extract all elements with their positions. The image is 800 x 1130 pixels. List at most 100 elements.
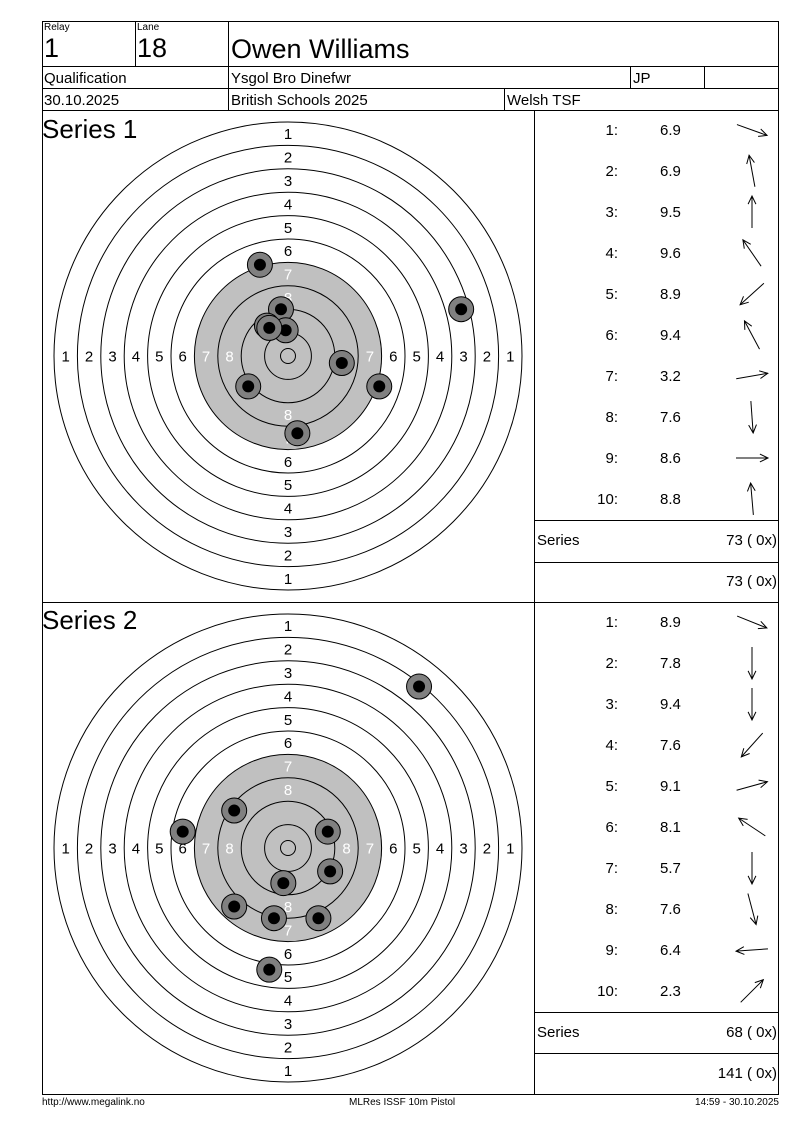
shot-number: 2: — [605, 163, 618, 180]
event-name: Qualification — [44, 70, 127, 87]
ring-label-bg — [503, 839, 518, 857]
arrow-west-icon — [734, 946, 768, 955]
ring-label-bg — [386, 839, 401, 857]
shot-score: 8.1 — [660, 819, 681, 836]
shot-row: 5: 8.9 — [536, 274, 778, 315]
arrow-east-northeast-icon — [736, 779, 769, 791]
ring-label-bg — [281, 991, 295, 1010]
arrow-north-northwest-icon — [746, 154, 756, 187]
shot-hole-center — [321, 825, 334, 838]
ring-label: 8 — [342, 841, 350, 858]
ring-label: 4 — [284, 993, 292, 1010]
ring-label-bg — [281, 1014, 295, 1033]
shot-hole-center — [228, 804, 241, 817]
ring-label-bg — [281, 944, 295, 963]
ring-4 — [123, 683, 453, 1013]
ring-label: 4 — [132, 349, 140, 366]
arrow-northeast-icon — [740, 978, 765, 1003]
ring-label: 5 — [155, 349, 163, 366]
ring-label: 8 — [225, 349, 233, 366]
arrow-south-southeast-icon — [747, 893, 759, 926]
ring-label: 3 — [284, 524, 292, 541]
shot-row: 4: 7.6 — [536, 725, 778, 766]
shot-number: 1: — [605, 122, 618, 139]
lane-label: Lane — [137, 22, 160, 33]
ring-7 — [193, 753, 383, 943]
shot-number: 9: — [605, 450, 618, 467]
ring-label-bg — [281, 148, 295, 167]
arrow-north-icon — [746, 481, 756, 515]
shot-hole-center — [291, 427, 304, 440]
series-2-label: Series — [537, 1024, 580, 1041]
ring-label-bg — [58, 347, 73, 365]
ring-label-bg — [199, 347, 214, 365]
ring-label: 1 — [284, 571, 292, 588]
shot-number: 10: — [597, 983, 618, 1000]
ring-label-bg — [281, 171, 295, 190]
ring-6 — [170, 238, 406, 474]
shot-number: 10: — [597, 491, 618, 508]
ring-label-bg — [281, 780, 295, 799]
class-code: JP — [633, 70, 651, 87]
ring-label-bg — [281, 545, 295, 564]
ring-3 — [100, 168, 476, 544]
shot-row: 3: 9.4 — [536, 684, 778, 725]
ring-label-bg — [175, 347, 190, 365]
ring-label: 8 — [284, 899, 292, 916]
ring-label: 6 — [389, 349, 397, 366]
shot-score: 9.1 — [660, 778, 681, 795]
ring-label-bg — [281, 124, 295, 143]
ring-label: 2 — [85, 349, 93, 366]
ring-label: 7 — [202, 841, 210, 858]
ring-label: 3 — [284, 173, 292, 190]
ring-label-bg — [479, 839, 494, 857]
ring-label-bg — [281, 640, 295, 659]
ring-label-bg — [281, 569, 295, 588]
ring-label: 2 — [483, 841, 491, 858]
ring-label: 1 — [506, 349, 514, 366]
ring-label: 4 — [132, 841, 140, 858]
shot-score: 8.6 — [660, 450, 681, 467]
ring-label: 7 — [284, 267, 292, 284]
ring-label: 2 — [284, 642, 292, 659]
ring-label-bg — [281, 218, 295, 237]
competition-name: British Schools 2025 — [231, 92, 368, 109]
ring-label: 5 — [413, 349, 421, 366]
shot-number: 5: — [605, 286, 618, 303]
shot-number: 7: — [605, 860, 618, 877]
shot-score: 9.5 — [660, 204, 681, 221]
shot-row: 3: 9.5 — [536, 192, 778, 233]
ring-label-bg — [409, 347, 424, 365]
shot-score: 8.9 — [660, 286, 681, 303]
shot-row: 2: 7.8 — [536, 643, 778, 684]
shot-hole-center — [455, 303, 468, 316]
footer-website[interactable]: http://www.megalink.no — [42, 1097, 145, 1108]
shot-number: 9: — [605, 942, 618, 959]
ring-label-bg — [433, 839, 448, 857]
shot-score: 9.4 — [660, 327, 681, 344]
shot-score: 7.6 — [660, 737, 681, 754]
shot-row: 1: 8.9 — [536, 602, 778, 643]
shot-number: 4: — [605, 245, 618, 262]
ring-label-bg — [281, 967, 295, 986]
ring-label: 5 — [284, 477, 292, 494]
ring-label: 3 — [284, 665, 292, 682]
ring-6 — [170, 730, 406, 966]
footer-program: MLRes ISSF 10m Pistol — [349, 1097, 456, 1108]
shot-hole-center — [277, 877, 290, 890]
aiming-area — [194, 262, 382, 450]
arrow-northwest-icon — [737, 817, 766, 837]
ring-label-bg — [281, 265, 295, 284]
series-2-total: 68 ( 0x) — [726, 1024, 777, 1041]
shot-row: 2: 6.9 — [536, 151, 778, 192]
shot-hole-center — [176, 825, 189, 838]
ring-label-bg — [503, 347, 518, 365]
ring-label: 8 — [284, 782, 292, 799]
ring-7 — [193, 261, 383, 451]
ring-label: 8 — [225, 841, 233, 858]
shot-number: 2: — [605, 655, 618, 672]
shot-score: 3.2 — [660, 368, 681, 385]
competition-date: 30.10.2025 — [44, 92, 120, 109]
inner-ten — [280, 348, 296, 364]
